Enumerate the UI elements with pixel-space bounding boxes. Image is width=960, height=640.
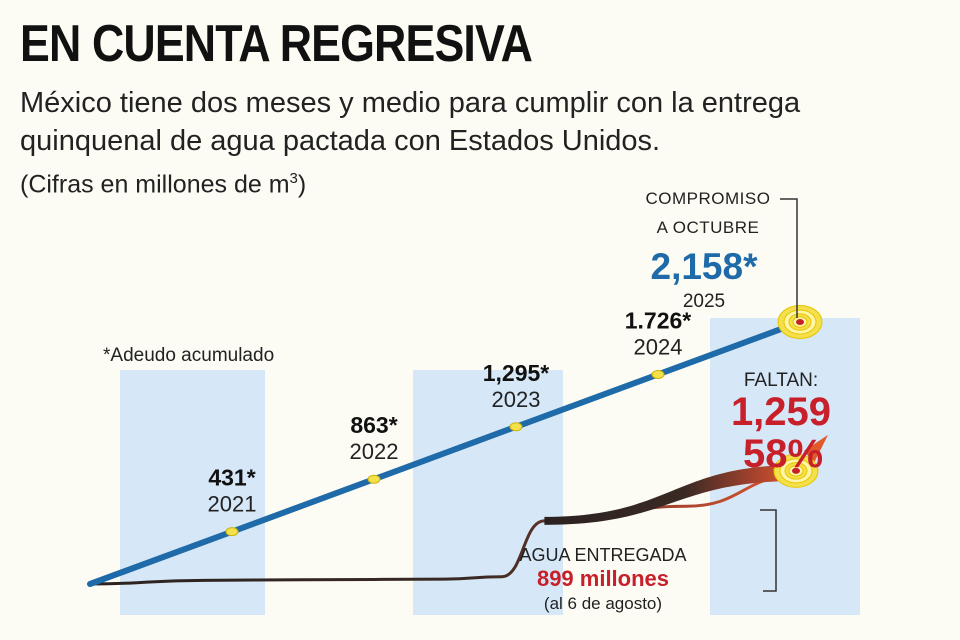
- point-value-label-2022: 863*: [350, 412, 397, 438]
- commitment-line: [87, 319, 803, 587]
- point-marker-2021: [225, 527, 239, 537]
- delivered-value: 899 millones: [537, 566, 669, 591]
- point-value-label-2024: 1.726*: [625, 307, 692, 333]
- delivered-leader-line: [760, 509, 777, 592]
- point-value-label-2021: 431*: [208, 465, 255, 491]
- commitment-label-line2: A OCTUBRE: [657, 218, 760, 237]
- commitment-year: 2025: [683, 291, 725, 312]
- remaining-percent: 58%: [743, 432, 823, 476]
- commitment-label-line1: COMPROMISO: [646, 189, 771, 208]
- units-prefix: (Cifras en millones de m: [20, 170, 290, 199]
- delivered-band: [544, 464, 800, 525]
- point-value-label-2023: 1,295*: [483, 360, 550, 386]
- commitment-leader-line: [780, 198, 798, 318]
- remaining-label: FALTAN:: [744, 370, 818, 391]
- units-note: (Cifras en millones de m3): [20, 170, 306, 199]
- column-band-2021: [120, 370, 265, 615]
- units-superscript: 3: [289, 170, 298, 187]
- point-year-label-2024: 2024: [634, 334, 683, 359]
- point-marker-2022: [367, 474, 381, 484]
- point-marker-2023: [509, 422, 523, 432]
- point-year-label-2023: 2023: [492, 387, 541, 412]
- delivered-arrowhead: [804, 434, 828, 463]
- chart-title: EN CUENTA REGRESIVA: [20, 15, 533, 73]
- units-suffix: ): [297, 170, 307, 199]
- remaining-value: 1,259: [731, 390, 831, 434]
- point-year-label-2021: 2021: [208, 492, 257, 517]
- delivered-date: (al 6 de agosto): [544, 594, 662, 613]
- point-marker-2024: [651, 369, 665, 379]
- delivered-target-center: [792, 467, 800, 474]
- column-band-2023: [413, 370, 563, 615]
- commitment-target-center: [796, 319, 804, 325]
- accumulated-debt-note: *Adeudo acumulado: [103, 345, 274, 366]
- delivered-label: AGUA ENTREGADA: [519, 545, 686, 565]
- point-year-label-2022: 2022: [350, 439, 399, 464]
- delivered-line: [89, 473, 801, 586]
- commitment-value: 2,158*: [651, 246, 759, 287]
- chart-subtitle: México tiene dos meses y medio para cump…: [20, 87, 801, 157]
